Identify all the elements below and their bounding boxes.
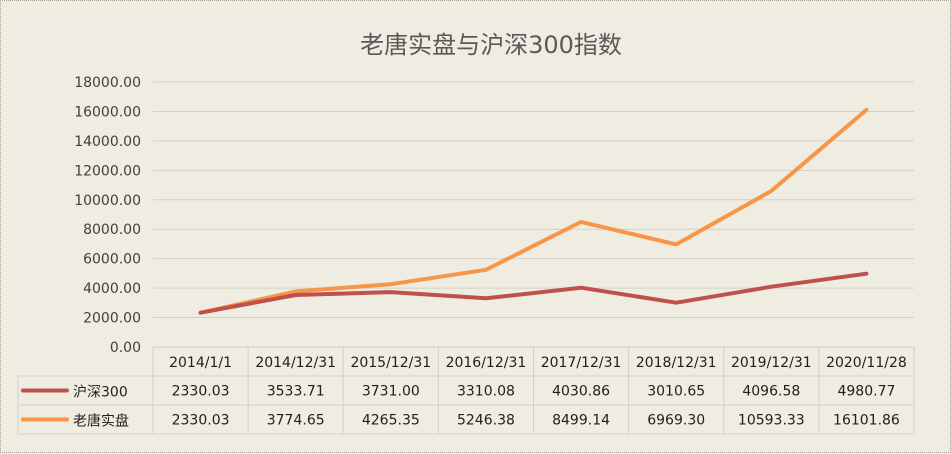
y-tick-label: 18000.00 (74, 75, 141, 91)
gridlines (153, 81, 914, 348)
legend-series-name: 沪深300 (73, 385, 128, 401)
y-axis-ticks: 0.00 2000.00 4000.00 6000.00 8000.00 10000.00… (74, 75, 141, 356)
data-table: 2014/1/1 2014/12/31 2015/12/31 2016/12/31 20… (17, 346, 915, 435)
data-table-value: 2330.03 (172, 413, 230, 429)
data-table-value: 2330.03 (172, 384, 230, 400)
data-table-value: 4265.35 (362, 413, 420, 429)
y-tick-label: 6000.00 (83, 252, 141, 268)
y-tick-label: 4000.00 (83, 281, 141, 297)
data-table-value: 8499.14 (552, 413, 610, 429)
y-tick-label: 8000.00 (83, 222, 141, 238)
data-table-value: 16101.86 (833, 413, 900, 429)
data-table-value: 3010.65 (647, 384, 705, 400)
data-table-value: 4096.58 (742, 384, 800, 400)
x-category-label: 2014/12/31 (255, 355, 336, 371)
series-line (198, 107, 869, 315)
data-table-value: 3731.00 (362, 384, 420, 400)
x-category-label: 2019/12/31 (731, 355, 812, 371)
y-tick-label: 10000.00 (74, 193, 141, 209)
y-tick-label: 14000.00 (74, 134, 141, 150)
y-tick-label: 0.00 (110, 340, 141, 356)
series-line (198, 271, 869, 315)
series-lines (198, 107, 869, 315)
x-category-label: 2014/1/1 (169, 355, 232, 371)
data-table-value: 4030.86 (552, 384, 610, 400)
data-table-value: 6969.30 (647, 413, 705, 429)
x-category-label: 2015/12/31 (350, 355, 431, 371)
legend-series-name: 老唐实盘 (73, 413, 129, 430)
data-table-value: 4980.77 (837, 384, 895, 400)
data-table-value: 5246.38 (457, 413, 515, 429)
data-table-value: 10593.33 (738, 413, 805, 429)
y-tick-label: 12000.00 (74, 163, 141, 179)
x-category-label: 2020/11/28 (826, 355, 907, 371)
y-tick-label: 16000.00 (74, 104, 141, 120)
y-tick-label: 2000.00 (83, 311, 141, 327)
x-category-label: 2017/12/31 (541, 355, 622, 371)
chart-title: 老唐实盘与沪深300指数 (360, 31, 622, 59)
x-category-label: 2016/12/31 (446, 355, 527, 371)
x-category-label: 2018/12/31 (636, 355, 717, 371)
data-table-value: 3310.08 (457, 384, 515, 400)
data-table-value: 3774.65 (267, 413, 325, 429)
data-table-value: 3533.71 (267, 384, 325, 400)
